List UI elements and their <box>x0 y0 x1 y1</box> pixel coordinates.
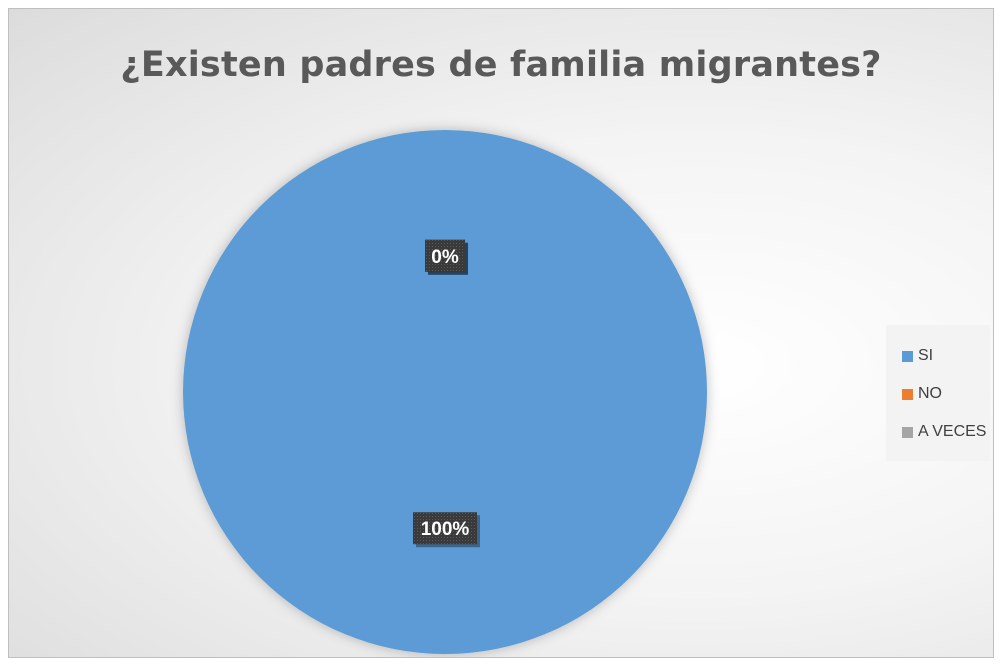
pie-slice-si <box>183 130 707 654</box>
legend-item-si: SI <box>886 337 990 375</box>
legend-item-a-veces: A VECES <box>886 413 990 451</box>
chart-area: ¿Existen padres de familia migrantes? 10… <box>8 8 994 658</box>
data-label-text: 0% <box>431 247 459 268</box>
legend-label: SI <box>918 347 934 364</box>
legend-label: NO <box>918 385 942 402</box>
pie-chart: 100%0%0% <box>183 130 707 654</box>
data-label-a-veces: 0% <box>425 239 468 275</box>
chart-title: ¿Existen padres de familia migrantes? <box>120 45 882 85</box>
legend-label: A VECES <box>918 423 987 440</box>
legend-swatch <box>902 426 913 438</box>
legend-swatch <box>902 388 913 400</box>
data-label-background <box>413 512 477 545</box>
legend-item-no: NO <box>886 375 990 413</box>
data-label-background <box>425 239 465 272</box>
legend-swatch <box>902 350 913 362</box>
data-label-text: 100% <box>421 519 470 540</box>
legend: SI NO A VECES <box>886 325 990 461</box>
data-label-si: 100% <box>413 512 480 548</box>
